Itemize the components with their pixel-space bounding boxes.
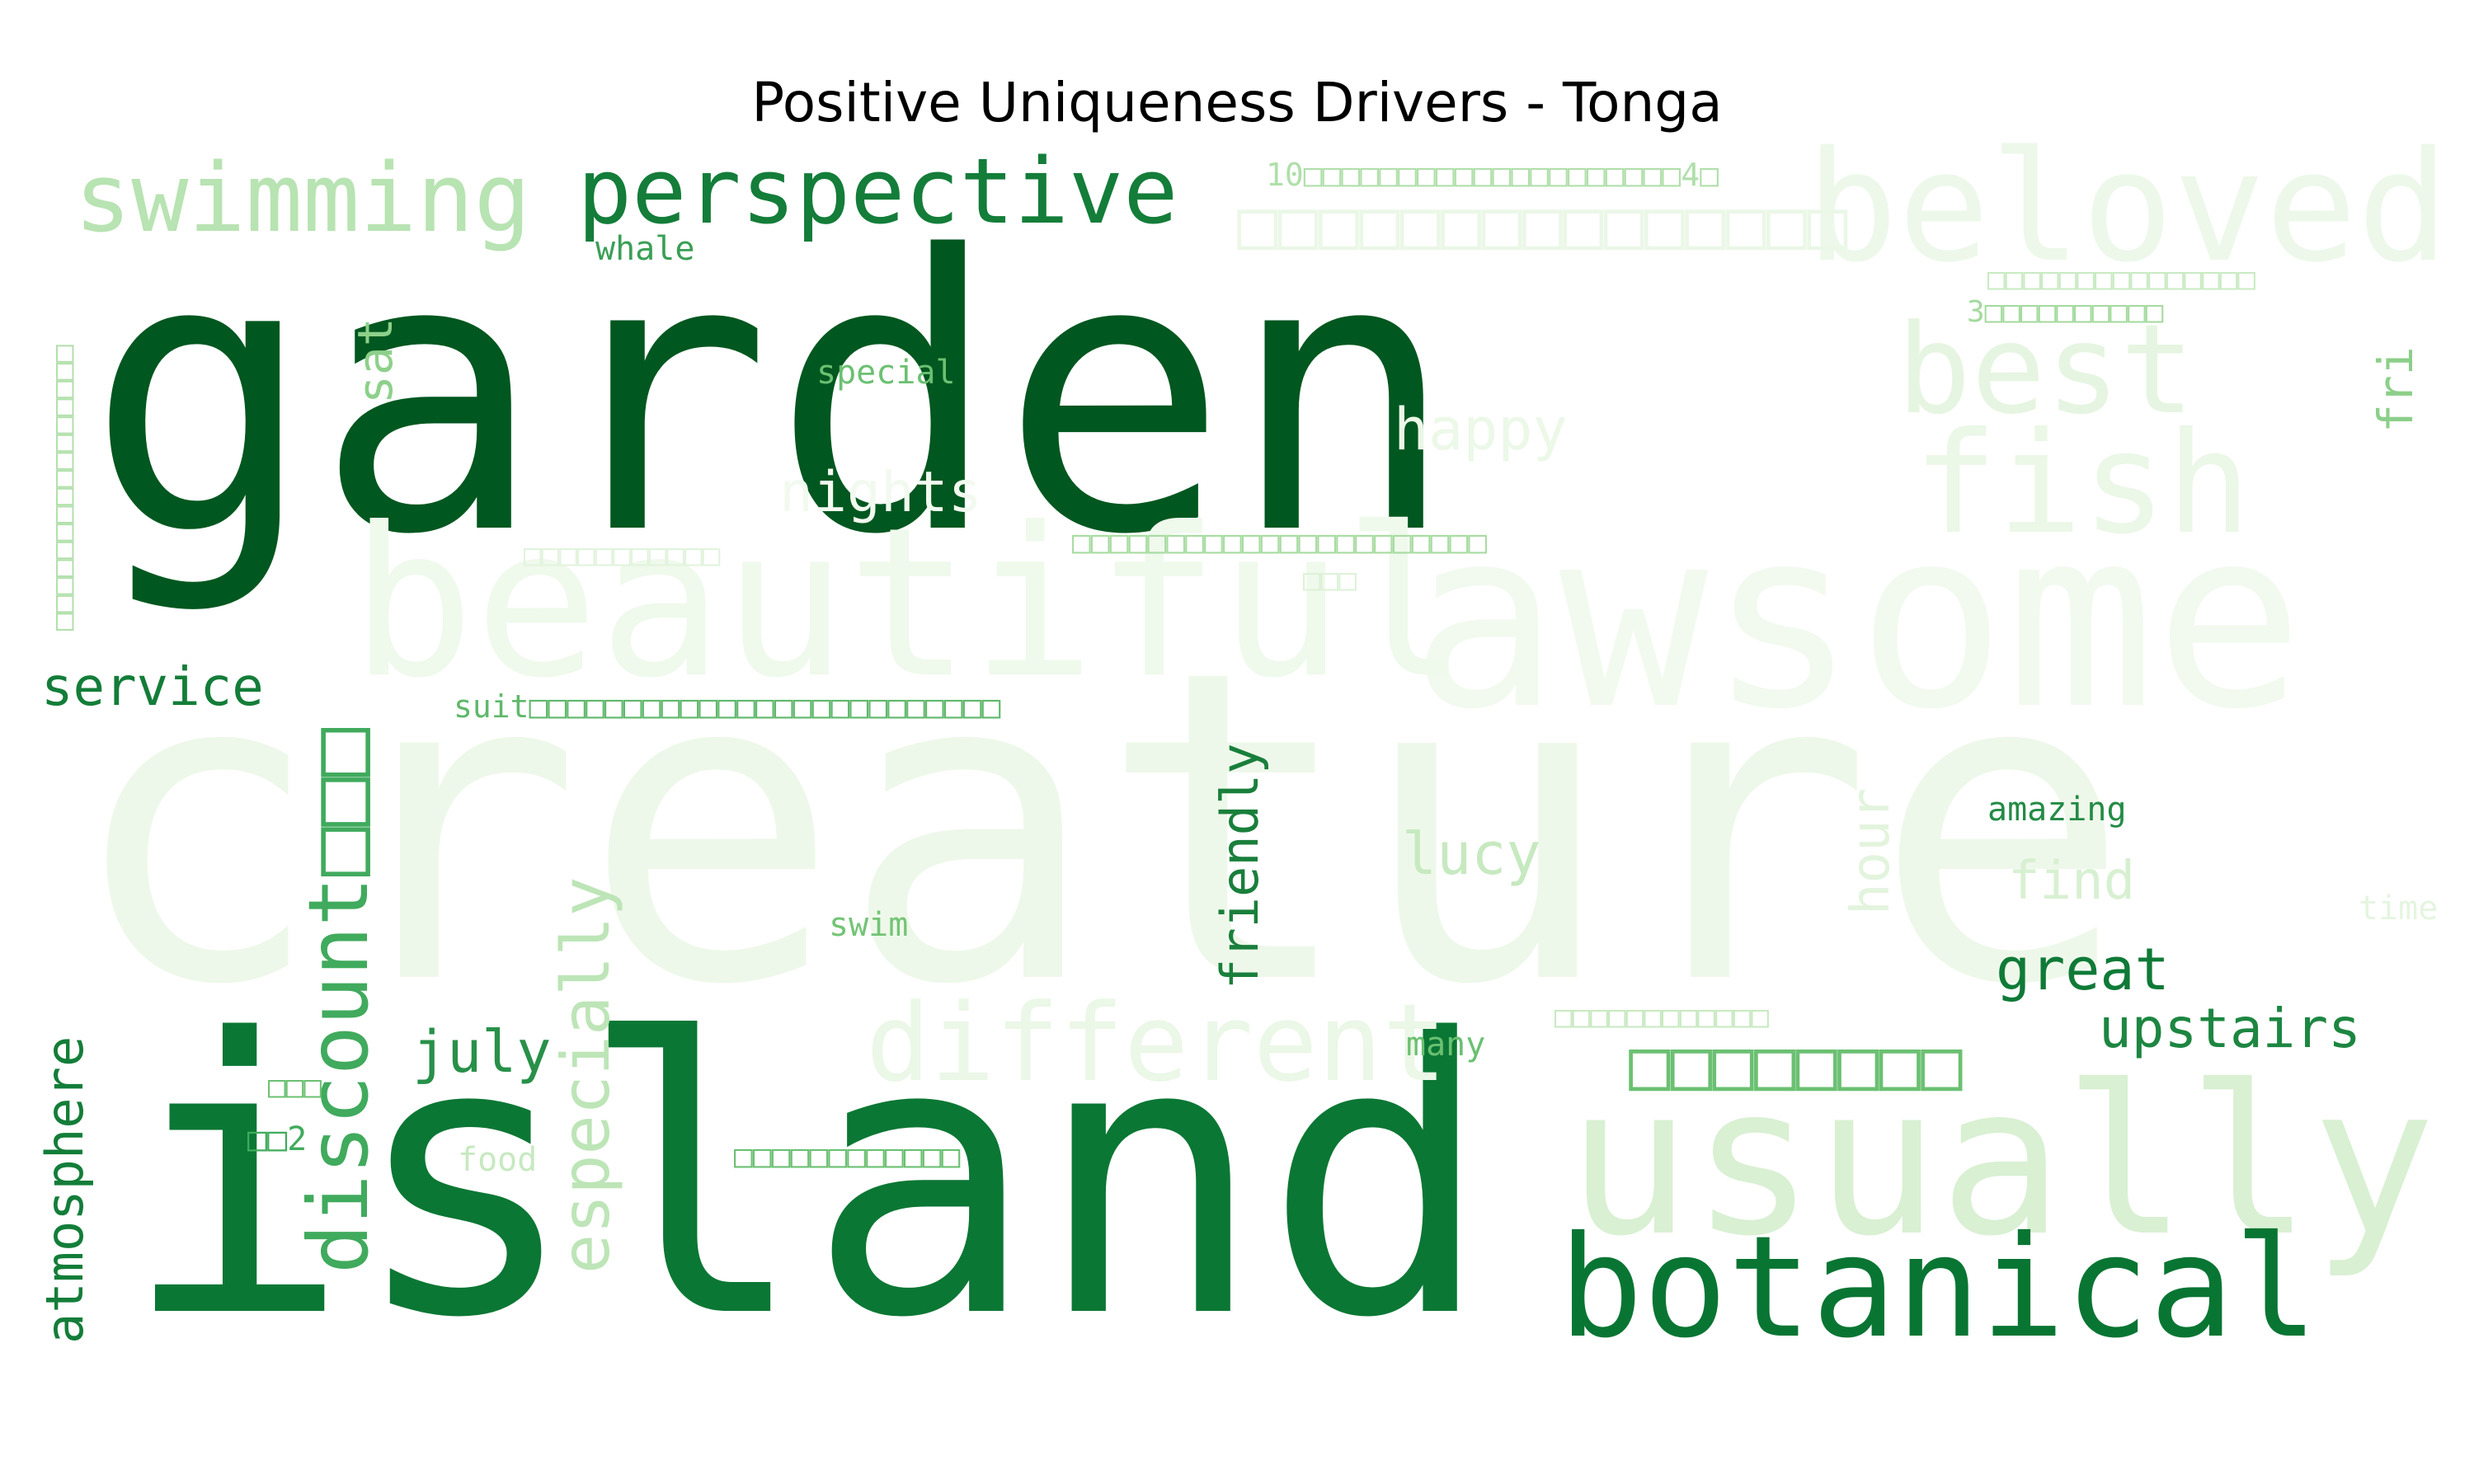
word-36: □□□□□□□□□□□□ bbox=[734, 1138, 961, 1174]
word-0: creature bbox=[66, 579, 2132, 1078]
word-23: nights bbox=[779, 460, 982, 525]
word-28: sat bbox=[347, 317, 403, 404]
word-43: food bbox=[458, 1141, 537, 1179]
word-17: atmosphere bbox=[35, 1036, 95, 1344]
word-8: fish bbox=[1913, 402, 2251, 566]
chart-title: Positive Uniqueness Drivers - Tonga bbox=[751, 71, 1723, 134]
word-40: amazing bbox=[1987, 791, 2127, 829]
word-14: especially bbox=[548, 876, 624, 1274]
word-31: □□□□□□□□□□□□□□□□□□□□□□ bbox=[1072, 524, 1487, 560]
word-38: whale bbox=[595, 230, 694, 268]
word-45: □□2 bbox=[247, 1120, 307, 1158]
word-24: happy bbox=[1394, 396, 1568, 463]
word-19: july bbox=[412, 1018, 552, 1086]
word-35: □□□□□□□□□□□□ bbox=[1554, 1000, 1769, 1034]
word-34: □□□□□□□□□□□□□□□ bbox=[1987, 262, 2255, 296]
word-21: service bbox=[41, 657, 264, 718]
word-33: 3□□□□□□□□□□ bbox=[1967, 295, 2164, 329]
word-5: usually bbox=[1567, 1041, 2436, 1281]
word-6: beloved bbox=[1806, 118, 2449, 296]
word-7: botanical bbox=[1559, 1206, 2318, 1369]
word-32: suit□□□□□□□□□□□□□□□□□□□□□□□□□ bbox=[454, 688, 1001, 725]
word-44: time bbox=[2359, 890, 2438, 928]
word-2: island bbox=[122, 960, 1493, 1401]
word-12: swimming bbox=[74, 143, 531, 254]
word-15: □□□□□□□□□□□□□□□ bbox=[1237, 186, 1848, 264]
word-42: many bbox=[1406, 1026, 1485, 1064]
word-39: special bbox=[816, 354, 956, 392]
word-3: awsome bbox=[1410, 476, 2304, 763]
word-18: friendly bbox=[1210, 743, 1270, 989]
word-37: □□□□□□□□□□□ bbox=[524, 538, 721, 572]
word-13: perspective bbox=[577, 139, 1178, 244]
word-11: discount□□□ bbox=[290, 728, 387, 1274]
word-4: beautiful bbox=[350, 483, 1468, 723]
word-1: garden bbox=[87, 176, 1457, 618]
word-25: lucy bbox=[1402, 820, 1541, 888]
word-47: □□□ bbox=[1303, 563, 1357, 597]
word-9: best bbox=[1897, 298, 2194, 442]
word-10: different bbox=[866, 980, 1446, 1106]
word-29: fri bbox=[2368, 346, 2424, 433]
word-26: find bbox=[2008, 851, 2135, 912]
word-46: □□□ bbox=[268, 1070, 322, 1104]
word-27: hour bbox=[1841, 788, 1902, 915]
word-20: upstairs bbox=[2099, 997, 2361, 1060]
word-16: □□□□□□□□ bbox=[1629, 1024, 1963, 1105]
word-48: □□□□□□□□□□□□□□□□ bbox=[46, 345, 80, 631]
word-41: swim bbox=[829, 906, 908, 944]
word-22: great bbox=[1996, 936, 2170, 1003]
word-30: 10□□□□□□□□□□□□□□□□□□□□4□ bbox=[1266, 157, 1719, 193]
